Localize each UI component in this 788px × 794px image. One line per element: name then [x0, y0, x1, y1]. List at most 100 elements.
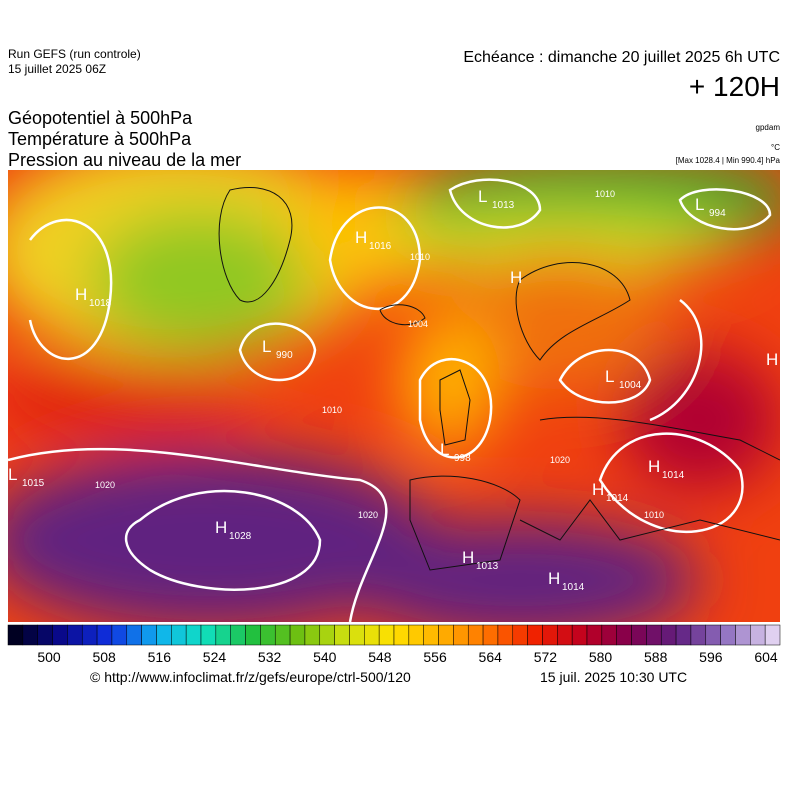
colorbar-swatch: [245, 624, 261, 646]
colorbar-swatch: [512, 624, 528, 646]
colorbar-swatch: [141, 624, 157, 646]
colorbar-swatch: [7, 624, 24, 646]
colorbar-swatch: [571, 624, 588, 646]
colorbar-swatch: [260, 624, 276, 646]
colorbar-swatch: [764, 624, 781, 646]
isobar-label: 1020: [95, 480, 115, 490]
colorbar-swatch: [52, 624, 68, 646]
footer-url: © http://www.infoclimat.fr/z/gefs/europe…: [90, 669, 411, 685]
colorbar-swatch: [467, 624, 484, 646]
colorbar-swatch: [482, 624, 499, 646]
colorbar-tick-label: 580: [589, 649, 613, 665]
colorbar-swatch: [497, 624, 514, 646]
colorbar-tick-label: 532: [258, 649, 282, 665]
colorbar-swatch: [319, 624, 335, 646]
colorbar-tick-label: 596: [699, 649, 723, 665]
colorbar-swatch: [215, 624, 231, 646]
colorbar-tick-label: 548: [368, 649, 392, 665]
colorbar-swatch: [616, 624, 632, 646]
isobar-label: 1010: [644, 510, 664, 520]
colorbar-tick-label: 508: [92, 649, 116, 665]
pressure-center-value: 1014: [662, 470, 685, 481]
pressure-center-value: 1014: [562, 582, 585, 593]
field: Pression au niveau de la mer: [8, 150, 241, 170]
colorbar-swatch: [601, 624, 617, 646]
footer-time: 15 juil. 2025 10:30 UTC: [540, 669, 687, 685]
pressure-center-type: L: [262, 337, 271, 356]
colorbar-swatch: [156, 624, 172, 646]
pressure-center-type: H: [355, 228, 367, 247]
pressure-center-value: 994: [709, 208, 726, 219]
pressure-center-type: H: [510, 268, 522, 287]
colorbar-swatch: [750, 624, 766, 646]
pressure-center-value: 990: [276, 350, 293, 361]
colorbar-swatch: [185, 624, 202, 646]
colorbar-swatch: [334, 624, 350, 646]
colorbar-swatch: [735, 624, 751, 646]
colorbar-swatch: [720, 624, 736, 646]
colorbar-swatch: [705, 624, 721, 646]
pressure-center-value: 1013: [476, 561, 499, 572]
colorbar-swatch: [81, 624, 98, 646]
pressure-center-value: 1015: [22, 478, 45, 489]
colorbar-swatch: [438, 624, 454, 646]
colorbar-swatch: [274, 624, 291, 646]
pressure-center-type: L: [8, 465, 17, 484]
pressure-center-value: 998: [454, 453, 471, 464]
isobar-label: 1010: [322, 405, 342, 415]
colorbar-tick-label: 540: [313, 649, 337, 665]
colorbar-swatch: [171, 624, 187, 646]
colorbar-tick-label: 572: [534, 649, 558, 665]
pressure-center-type: H: [648, 457, 660, 476]
valid-time: Echéance : dimanche 20 juillet 2025 6h U…: [463, 49, 780, 66]
unit: gpdam: [756, 123, 781, 132]
colorbar-swatch: [200, 624, 217, 646]
model: Run GEFS (run controle): [8, 47, 141, 61]
colorbar-swatch: [349, 624, 365, 646]
isobar-label: 1010: [595, 189, 615, 199]
pressure-center-value: 1018: [89, 298, 112, 309]
pressure-center-type: L: [478, 187, 487, 206]
pressure-center-type: H: [766, 350, 778, 369]
colorbar-swatch: [586, 624, 603, 646]
pressure-center-type: L: [605, 367, 614, 386]
colorbar-swatch: [22, 624, 38, 646]
pressure-center-type: H: [462, 548, 474, 567]
unit: °C: [771, 143, 780, 152]
colorbar-swatch: [542, 624, 558, 646]
colorbar-tick-label: 604: [754, 649, 778, 665]
colorbar-swatch: [453, 624, 469, 646]
colorbar-swatch: [126, 624, 142, 646]
colorbar-tick-label: 516: [148, 649, 172, 665]
colorbar-swatch: [690, 624, 707, 646]
pressure-center-type: L: [440, 440, 449, 459]
colorbar-swatch: [111, 624, 128, 646]
colorbar-tick-label: 500: [37, 649, 61, 665]
field: Géopotentiel à 500hPa: [8, 108, 193, 128]
pressure-center-value: 1016: [369, 241, 392, 252]
colorbar-swatch: [393, 624, 410, 646]
pressure-center-value: 1014: [606, 493, 629, 504]
isobar-label: 1020: [358, 510, 378, 520]
colorbar-swatch: [304, 624, 321, 646]
pressure-center-type: L: [695, 195, 704, 214]
colorbar-swatch: [378, 624, 395, 646]
pressure-center-type: H: [548, 569, 560, 588]
run-date: 15 juillet 2025 06Z: [8, 62, 106, 76]
field: Température à 500hPa: [8, 129, 192, 149]
colorbar-swatch: [230, 624, 246, 646]
colorbar-swatch: [96, 624, 113, 646]
unit: [Max 1028.4 | Min 990.4] hPa: [676, 156, 781, 165]
isobar-label: 1020: [550, 455, 570, 465]
isobar-label: 1004: [408, 319, 428, 329]
colorbar-swatch: [660, 624, 677, 646]
pressure-center-value: 1028: [229, 531, 252, 542]
colorbar-swatch: [408, 624, 424, 646]
pressure-center-value: 1013: [492, 200, 515, 211]
colorbar-swatch: [423, 624, 439, 646]
colorbar-swatch: [527, 624, 543, 646]
map-field: [8, 170, 780, 622]
colorbar-swatch: [67, 624, 83, 646]
